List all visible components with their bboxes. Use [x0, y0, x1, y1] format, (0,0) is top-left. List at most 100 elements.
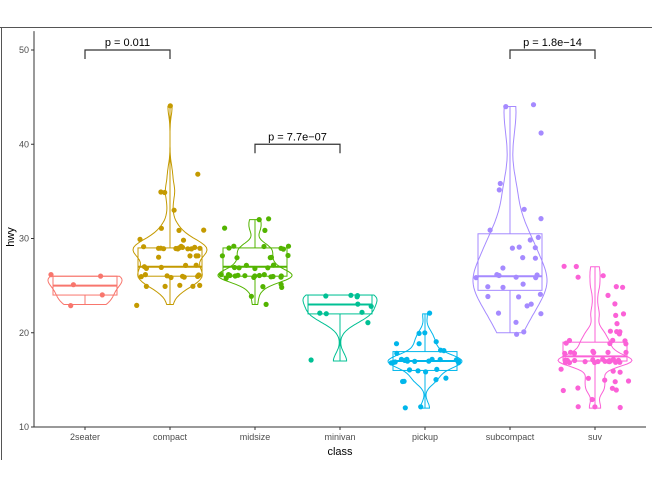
data-point: [520, 255, 526, 261]
data-point: [134, 302, 140, 308]
data-point: [48, 272, 54, 278]
data-point: [248, 293, 254, 299]
bracket-line: [84, 49, 171, 59]
data-point: [368, 303, 374, 309]
data-point: [617, 369, 623, 375]
data-point: [433, 377, 439, 383]
data-point: [308, 357, 314, 363]
data-point: [573, 263, 579, 270]
data-point: [180, 237, 187, 243]
data-point: [192, 244, 198, 250]
violin-midsize: [217, 219, 293, 305]
data-point: [602, 377, 608, 383]
y-tick-label: 10: [19, 422, 29, 432]
data-point: [218, 272, 224, 278]
p-value-label: p = 1.8e−14: [523, 37, 582, 49]
data-point: [173, 245, 179, 252]
data-point: [513, 319, 519, 325]
data-point: [558, 366, 564, 372]
data-point: [495, 310, 502, 316]
data-point: [187, 253, 193, 259]
data-point: [193, 253, 199, 259]
data-point: [143, 283, 149, 289]
data-point: [183, 262, 189, 268]
data-point: [418, 404, 424, 410]
data-point: [620, 284, 626, 290]
data-point: [155, 245, 162, 251]
data-point: [521, 329, 527, 335]
data-point: [317, 310, 323, 316]
data-point: [623, 349, 629, 355]
data-point: [485, 284, 491, 290]
data-point: [158, 264, 164, 270]
data-point: [99, 292, 105, 298]
group-suv: [557, 263, 633, 411]
data-point: [575, 404, 581, 410]
data-point: [70, 282, 76, 288]
comparison-bracket: p = 0.011: [84, 37, 171, 59]
data-point: [582, 359, 588, 365]
data-point: [177, 282, 183, 288]
data-point: [268, 274, 274, 280]
data-point: [242, 273, 248, 279]
data-point: [487, 227, 493, 233]
data-point: [500, 265, 506, 271]
data-point: [400, 378, 406, 385]
data-point: [158, 225, 164, 231]
data-point: [538, 130, 544, 136]
data-point: [614, 321, 620, 327]
data-point: [193, 262, 199, 268]
x-axis-title: class: [327, 446, 353, 458]
data-point: [243, 262, 249, 268]
data-point: [355, 301, 361, 307]
data-point: [270, 262, 277, 268]
data-point: [398, 356, 404, 362]
data-point: [612, 379, 618, 385]
data-point: [620, 311, 627, 317]
data-point: [412, 358, 418, 364]
x-tick-label-minivan: minivan: [324, 432, 355, 442]
data-point: [393, 341, 400, 347]
data-point: [532, 255, 539, 261]
data-point: [185, 246, 191, 252]
data-point: [156, 254, 162, 260]
data-point: [252, 265, 258, 272]
data-point: [443, 375, 449, 381]
data-point: [171, 207, 177, 213]
data-point: [612, 301, 618, 307]
data-point: [261, 272, 267, 278]
data-point: [201, 227, 207, 233]
data-point: [235, 272, 241, 278]
data-point: [195, 273, 201, 279]
data-point: [575, 385, 581, 391]
comparison-bracket: p = 7.7e−07: [254, 131, 341, 154]
data-point: [278, 281, 284, 287]
data-point: [176, 227, 182, 233]
data-point: [625, 378, 632, 384]
data-point: [263, 301, 269, 307]
group-minivan: [302, 292, 378, 363]
data-point: [516, 294, 522, 300]
data-point: [516, 244, 522, 250]
y-tick-label: 30: [19, 234, 29, 244]
data-point: [538, 311, 544, 317]
data-point: [266, 216, 272, 222]
y-tick-label: 20: [19, 328, 29, 338]
data-point: [500, 284, 506, 290]
data-point: [394, 350, 400, 356]
data-point: [600, 273, 606, 279]
data-point: [262, 227, 268, 233]
data-point: [568, 349, 574, 355]
data-point: [532, 245, 538, 251]
data-point: [453, 357, 459, 363]
data-point: [219, 253, 225, 259]
data-point: [164, 273, 170, 279]
data-point: [473, 275, 479, 281]
data-point: [143, 265, 149, 271]
data-point: [416, 330, 422, 336]
data-point: [404, 356, 410, 362]
data-point: [602, 358, 608, 364]
data-point: [426, 358, 432, 364]
group-compact: [132, 103, 208, 308]
data-point: [437, 356, 443, 363]
